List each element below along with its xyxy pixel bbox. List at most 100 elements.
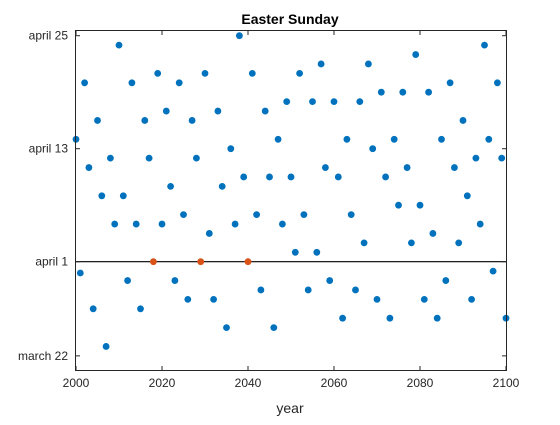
chart-title: Easter Sunday bbox=[241, 11, 338, 27]
data-point bbox=[425, 88, 432, 96]
data-point bbox=[343, 135, 351, 143]
data-point bbox=[300, 211, 308, 219]
data-point bbox=[81, 79, 88, 87]
data-point bbox=[158, 220, 166, 228]
data-point bbox=[188, 117, 196, 124]
data-point bbox=[218, 182, 226, 190]
data-point bbox=[429, 230, 437, 237]
data-point bbox=[223, 324, 230, 332]
data-point bbox=[98, 192, 106, 200]
data-point bbox=[476, 220, 484, 228]
data-point bbox=[433, 314, 441, 322]
data-point bbox=[201, 69, 209, 77]
data-point bbox=[309, 98, 316, 106]
data-point bbox=[184, 295, 192, 303]
data-point bbox=[162, 107, 170, 115]
data-point bbox=[231, 220, 239, 228]
data-point bbox=[270, 324, 278, 332]
data-point bbox=[214, 107, 222, 115]
data-point bbox=[313, 248, 321, 256]
data-point bbox=[334, 173, 342, 181]
data-point bbox=[76, 269, 84, 277]
data-point bbox=[205, 230, 213, 237]
data-point bbox=[279, 220, 286, 228]
data-point bbox=[485, 135, 493, 143]
data-point bbox=[132, 220, 140, 228]
y-axis-ticks: march 22 april 1 april 13 april 25 bbox=[18, 29, 506, 363]
data-point bbox=[459, 117, 467, 124]
x-axis-ticks: 2000 2020 2040 2060 2080 2100 bbox=[63, 31, 520, 390]
data-point bbox=[266, 173, 273, 181]
data-point bbox=[89, 305, 97, 313]
data-point bbox=[494, 79, 501, 87]
data-point bbox=[420, 295, 428, 303]
data-point bbox=[416, 201, 424, 209]
data-point bbox=[399, 88, 407, 96]
data-point bbox=[408, 239, 415, 247]
data-point bbox=[154, 69, 162, 77]
data-point bbox=[111, 220, 119, 228]
data-point bbox=[296, 69, 303, 77]
data-point bbox=[107, 154, 114, 162]
data-point bbox=[382, 173, 389, 181]
data-point bbox=[468, 295, 475, 303]
x-tick-label: 2040 bbox=[235, 376, 262, 390]
x-axis-label: year bbox=[276, 400, 304, 416]
x-tick-label: 2060 bbox=[321, 376, 348, 390]
data-point bbox=[261, 107, 269, 115]
data-point bbox=[412, 51, 420, 58]
data-point bbox=[330, 98, 338, 106]
y-tick-label: april 1 bbox=[35, 255, 68, 269]
data-point bbox=[257, 286, 265, 294]
data-point bbox=[472, 154, 480, 162]
data-point bbox=[390, 135, 398, 143]
data-point bbox=[403, 164, 411, 171]
data-point bbox=[369, 145, 377, 153]
data-point bbox=[274, 135, 282, 143]
data-point bbox=[481, 41, 488, 49]
data-point bbox=[463, 192, 471, 200]
data-point bbox=[119, 192, 127, 200]
data-point bbox=[253, 211, 260, 219]
data-point bbox=[171, 277, 179, 284]
y-tick-label: march 22 bbox=[18, 349, 68, 363]
data-point bbox=[373, 295, 381, 303]
data-point bbox=[365, 60, 372, 68]
data-point bbox=[317, 60, 325, 68]
x-tick-label: 2100 bbox=[493, 376, 520, 390]
data-point bbox=[352, 286, 359, 294]
data-point bbox=[356, 98, 364, 106]
data-point bbox=[102, 343, 110, 350]
data-point bbox=[438, 135, 445, 143]
data-point bbox=[240, 173, 248, 181]
data-point bbox=[210, 295, 218, 303]
data-point bbox=[386, 314, 394, 322]
data-point bbox=[175, 79, 183, 87]
x-tick-label: 2000 bbox=[63, 376, 90, 390]
data-point bbox=[150, 258, 157, 266]
data-point bbox=[377, 88, 385, 96]
data-point bbox=[85, 164, 93, 171]
plot-frame bbox=[75, 30, 507, 371]
data-point bbox=[489, 267, 497, 275]
data-point bbox=[451, 164, 458, 171]
data-point bbox=[145, 154, 153, 162]
data-point bbox=[326, 277, 334, 284]
data-point bbox=[291, 248, 299, 256]
data-point bbox=[248, 69, 256, 77]
data-points bbox=[72, 32, 510, 350]
data-point bbox=[455, 239, 463, 247]
data-point bbox=[322, 164, 329, 171]
y-tick-label: april 25 bbox=[29, 29, 69, 43]
y-tick-label: april 13 bbox=[29, 142, 69, 156]
data-point bbox=[227, 145, 235, 153]
data-point bbox=[287, 173, 295, 181]
data-point bbox=[94, 117, 101, 124]
data-point bbox=[167, 182, 175, 190]
data-point bbox=[124, 277, 131, 284]
data-point bbox=[197, 258, 205, 266]
data-point bbox=[498, 154, 506, 162]
data-point bbox=[395, 201, 402, 209]
